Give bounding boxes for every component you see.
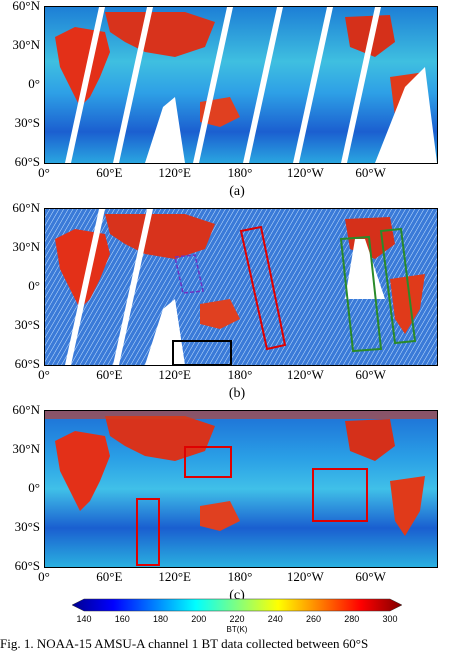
lon-label: 120°E xyxy=(158,569,191,584)
lat-label: 30°N xyxy=(12,37,40,52)
lat-label: 0° xyxy=(28,278,40,293)
panel-b-svg xyxy=(45,209,437,365)
lon-label: 60°W xyxy=(355,165,386,180)
eurasia-landmass xyxy=(105,214,215,259)
lat-label: 30°N xyxy=(12,441,40,456)
lat-label: 30°S xyxy=(14,317,40,332)
lat-label: 30°S xyxy=(14,519,40,534)
lat-label: 60°N xyxy=(12,402,40,417)
colorbar-tick-label: 300 xyxy=(382,614,398,624)
red-box xyxy=(239,225,287,351)
lon-label: 60°W xyxy=(355,367,386,382)
lat-label: 0° xyxy=(28,76,40,91)
colorbar-tick-label: 180 xyxy=(152,614,169,624)
figure-caption: Fig. 1. NOAA-15 AMSU-A channel 1 BT data… xyxy=(0,636,369,651)
lat-label: 60°S xyxy=(14,558,40,573)
green-box-1 xyxy=(339,235,383,353)
eurasia-landmass xyxy=(105,416,215,461)
colorbar-tick-label: 200 xyxy=(191,614,207,624)
panel-c-svg xyxy=(45,411,437,567)
purple-dashed-box xyxy=(174,254,204,294)
lon-label: 0° xyxy=(38,569,50,584)
lon-label: 0° xyxy=(38,165,50,180)
colorbar-tick-label: 140 xyxy=(76,614,92,624)
lon-label: 60°E xyxy=(96,367,123,382)
colorbar-tick-label: 260 xyxy=(305,614,322,624)
lon-label: 120°W xyxy=(286,367,324,382)
panel-b-map xyxy=(44,208,438,366)
colorbar-tick-label: 160 xyxy=(114,614,130,624)
panel-c-map xyxy=(44,410,438,568)
lon-label: 60°E xyxy=(96,569,123,584)
lat-label: 30°S xyxy=(14,115,40,130)
lon-label: 0° xyxy=(38,367,50,382)
lat-label: 0° xyxy=(28,480,40,495)
colorbar-tick-label: 280 xyxy=(344,614,360,624)
lat-label: 60°N xyxy=(12,0,40,13)
lon-label: 120°E xyxy=(158,367,191,382)
green-box-2 xyxy=(379,227,417,345)
colorbar-bar xyxy=(71,598,403,612)
lon-label: 60°E xyxy=(96,165,123,180)
lon-label: 120°W xyxy=(286,569,324,584)
lat-label: 60°N xyxy=(12,200,40,215)
red-box-indian-ocean xyxy=(136,498,160,566)
red-box-west-pacific xyxy=(184,446,232,478)
lon-label: 120°E xyxy=(158,165,191,180)
australia-landmass xyxy=(200,299,240,329)
colorbar-tick-label: 220 xyxy=(229,614,245,624)
south-america-landmass xyxy=(390,476,425,536)
panel-a-svg xyxy=(45,7,437,163)
colorbar-svg xyxy=(71,598,403,612)
panel-tag: (a) xyxy=(229,184,245,199)
eurasia-landmass xyxy=(105,12,215,57)
lon-label: 60°W xyxy=(355,569,386,584)
lon-label: 180° xyxy=(227,569,253,584)
red-box-east-pacific xyxy=(312,468,368,522)
colorbar-unit: BT(K) xyxy=(226,625,248,634)
swath-gaps xyxy=(65,7,437,163)
africa-landmass xyxy=(55,431,110,511)
lon-label: 180° xyxy=(227,165,253,180)
panel-tag: (b) xyxy=(228,386,246,401)
lon-label: 180° xyxy=(227,367,253,382)
lat-label: 30°N xyxy=(12,239,40,254)
lon-label: 120°W xyxy=(286,165,324,180)
south-america-landmass xyxy=(390,274,425,334)
lat-label: 60°S xyxy=(14,356,40,371)
lat-label: 60°S xyxy=(14,154,40,169)
colorbar-tick-label: 240 xyxy=(267,614,283,624)
arctic-band xyxy=(45,411,437,419)
north-america-landmass xyxy=(345,419,395,461)
australia-landmass xyxy=(200,501,240,531)
black-box xyxy=(172,340,232,365)
panel-a-map xyxy=(44,6,438,164)
